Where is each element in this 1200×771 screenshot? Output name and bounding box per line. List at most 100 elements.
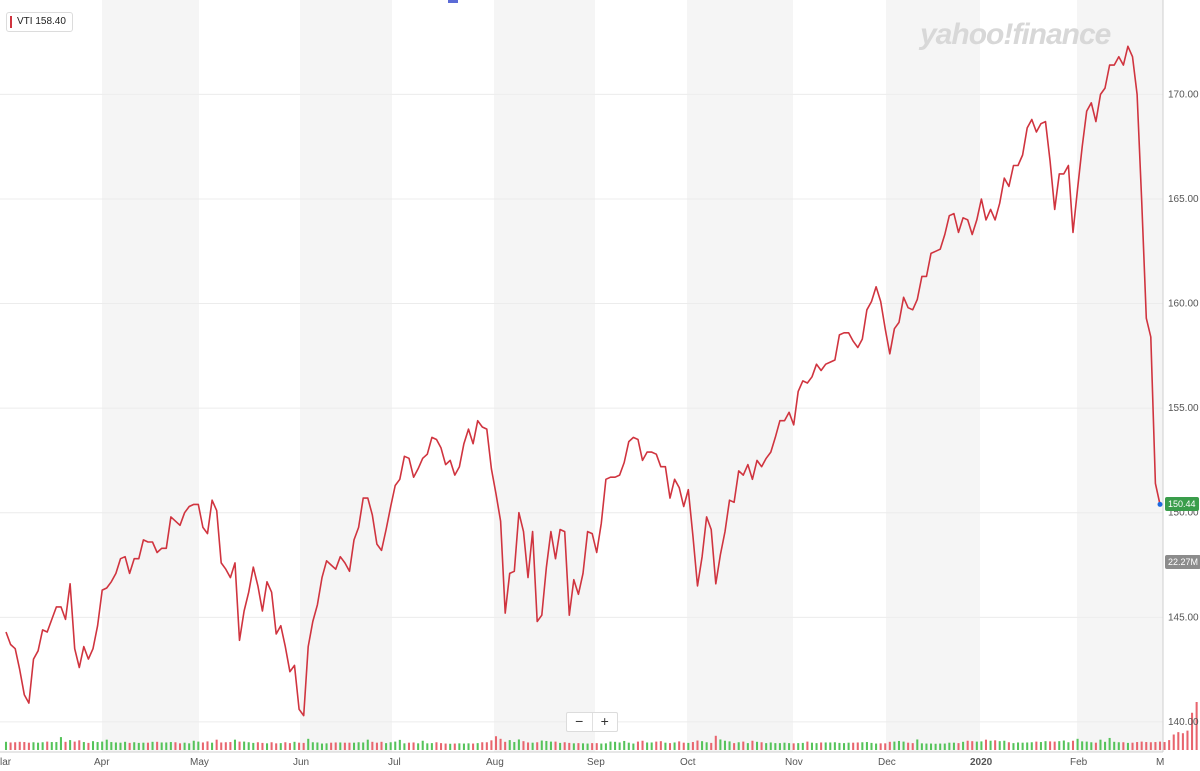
volume-bar: [865, 742, 868, 750]
volume-bar: [710, 742, 713, 750]
volume-bar: [1168, 740, 1171, 750]
volume-bar: [174, 742, 177, 750]
volume-bar: [375, 742, 378, 750]
volume-bar: [73, 741, 76, 750]
volume-bar: [678, 741, 681, 750]
time-tick-label: lar: [0, 757, 12, 768]
volume-bar: [494, 736, 498, 750]
volume-bar: [806, 741, 809, 750]
time-tick-label: 2020: [970, 757, 993, 768]
volume-bar: [137, 742, 140, 750]
volume-bar: [188, 743, 191, 750]
volume-bar: [233, 739, 236, 750]
volume-bar: [398, 739, 401, 750]
month-band: [300, 0, 392, 752]
month-band: [687, 0, 793, 752]
volume-bar: [838, 742, 841, 750]
volume-bar: [311, 742, 314, 750]
volume-bar: [581, 743, 585, 750]
volume-bar: [46, 741, 49, 750]
volume-bar: [1017, 742, 1020, 750]
volume-bar: [458, 743, 461, 750]
time-axis: lar Apr May Jun Jul Aug Sep Oct Nov Dec 2020 Feb M: [0, 757, 1164, 768]
volume-bar: [774, 743, 777, 750]
volume-bar: [334, 742, 337, 750]
volume-bar: [531, 742, 534, 750]
time-tick-label: Apr: [94, 757, 110, 768]
volume-bar: [1044, 741, 1047, 750]
volume-bar: [1149, 742, 1152, 750]
volume-bar: [957, 743, 960, 750]
volume-bar: [778, 743, 781, 750]
volume-bar: [394, 741, 397, 750]
volume-bar: [641, 740, 644, 750]
yahoo-finance-logo: yahoo!finance: [920, 18, 1111, 51]
range-marker: [448, 0, 458, 3]
month-band: [1077, 0, 1163, 752]
volume-bar: [751, 740, 754, 750]
volume-bar: [435, 742, 438, 750]
volume-bar: [320, 743, 324, 750]
volume-bar: [417, 743, 420, 750]
volume-bar: [440, 743, 443, 750]
volume-bar: [1099, 739, 1102, 750]
volume-bar: [32, 742, 35, 750]
volume-bar: [265, 743, 269, 750]
volume-bar: [1195, 702, 1198, 750]
volume-bar: [403, 743, 406, 750]
volume-bar: [229, 742, 232, 750]
volume-bar: [1177, 732, 1180, 750]
ticker-legend[interactable]: VTI 158.40: [6, 12, 73, 32]
volume-bar: [412, 742, 415, 750]
volume-bar: [55, 742, 58, 750]
volume-bar: [298, 742, 301, 750]
volume-bar: [1053, 741, 1056, 750]
volume-bar: [485, 742, 488, 750]
volume-bar: [1030, 742, 1033, 750]
volume-bar: [476, 743, 479, 750]
volume-bar: [192, 740, 195, 750]
volume-bar: [517, 739, 520, 750]
current-price-tag: 150.44: [1165, 497, 1199, 512]
volume-bar: [609, 741, 612, 750]
volume-bar: [275, 743, 278, 750]
zoom-out-button[interactable]: −: [567, 713, 593, 731]
volume-bar: [146, 742, 149, 750]
volume-bar: [18, 741, 21, 750]
volume-bar: [714, 735, 717, 750]
volume-bar: [549, 741, 552, 750]
ticker-label: VTI 158.40: [17, 16, 66, 27]
volume-bar: [1181, 733, 1184, 750]
volume-bar: [966, 740, 969, 750]
price-tick-label: 150.00: [1168, 508, 1199, 519]
volume-bar: [998, 741, 1001, 750]
volume-bar: [696, 740, 699, 750]
volume-bar: [105, 739, 108, 750]
volume-bar: [371, 741, 374, 750]
price-tick-label: 145.00: [1168, 612, 1199, 623]
volume-bar: [1003, 740, 1006, 750]
volume-bar: [1049, 741, 1052, 750]
volume-bar: [366, 739, 369, 750]
volume-bar: [128, 742, 131, 750]
volume-bar: [444, 743, 447, 750]
volume-bar: [943, 743, 946, 750]
time-tick-label: Sep: [587, 757, 605, 768]
volume-bar: [307, 738, 310, 750]
volume-bar: [339, 742, 342, 750]
volume-bar: [646, 742, 649, 750]
month-band: [886, 0, 980, 752]
volume-bar: [870, 742, 873, 750]
volume-bar: [449, 743, 452, 750]
volume-bar: [948, 742, 951, 750]
volume-bar: [353, 742, 356, 750]
volume-bar: [96, 742, 99, 750]
volume-bar: [925, 743, 928, 750]
volume-bar: [723, 740, 726, 750]
volume-bar: [682, 742, 685, 750]
volume-bar: [1081, 741, 1084, 750]
zoom-in-button[interactable]: +: [600, 713, 609, 729]
volume-bar: [490, 740, 493, 750]
volume-bar: [87, 742, 90, 750]
